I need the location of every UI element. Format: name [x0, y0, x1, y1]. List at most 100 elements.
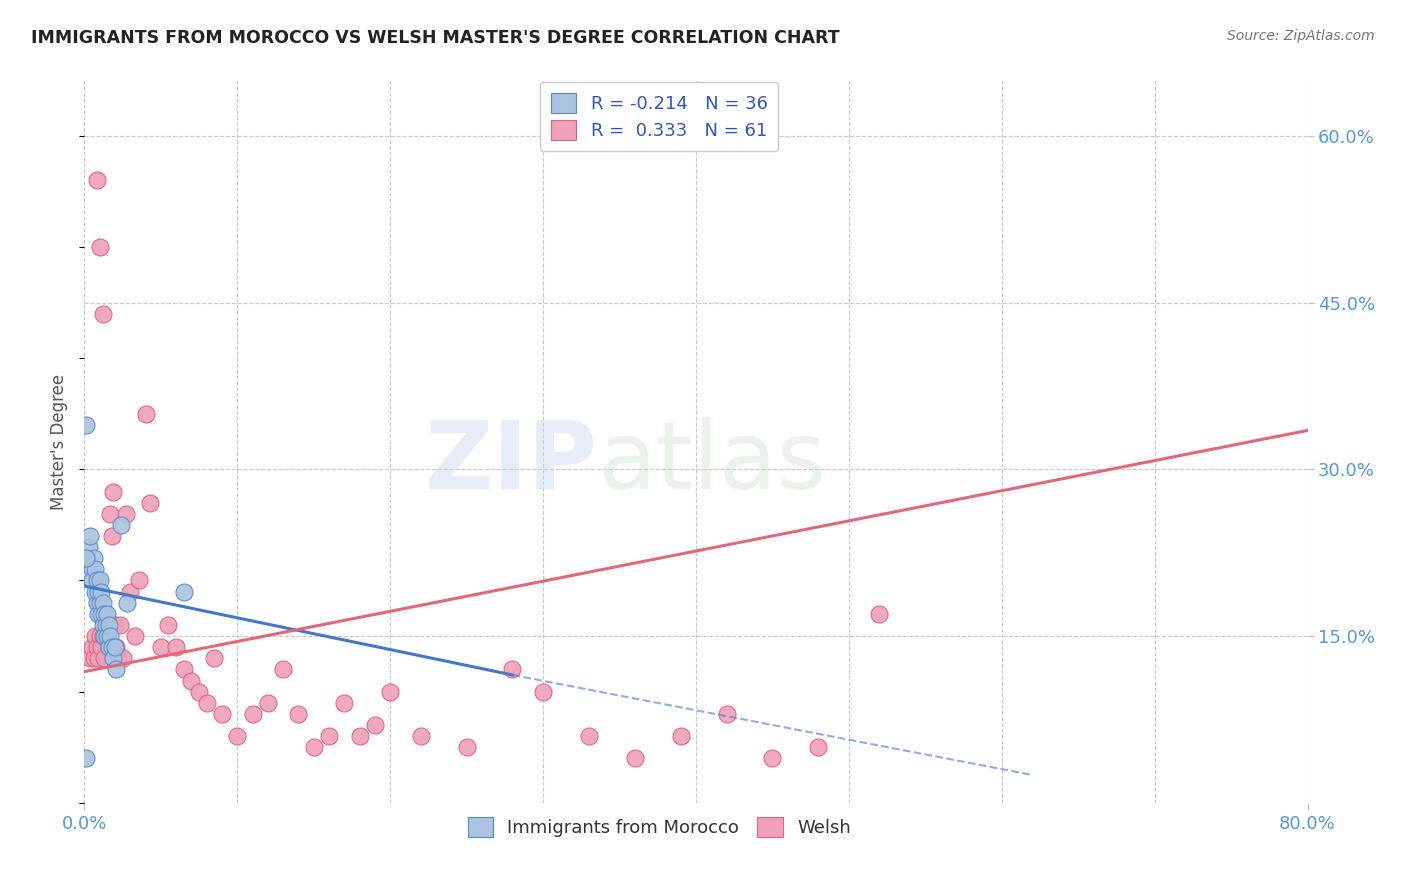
Point [242, 706, 264, 721]
Point [139, 496, 162, 510]
Text: IMMIGRANTS FROM MOROCCO VS WELSH MASTER'S DEGREE CORRELATION CHART: IMMIGRANTS FROM MOROCCO VS WELSH MASTER'… [31, 29, 839, 47]
Point [80, 640, 103, 655]
Point [75, 417, 97, 432]
Point [79, 651, 101, 665]
Point [157, 618, 180, 632]
Point [120, 584, 142, 599]
Point [89, 240, 111, 254]
Point [716, 706, 738, 721]
Point [97, 640, 120, 655]
Point [108, 618, 131, 632]
Point [107, 651, 129, 665]
Text: Source: ZipAtlas.com: Source: ZipAtlas.com [1227, 29, 1375, 44]
Point [114, 507, 136, 521]
Point [869, 607, 891, 621]
Point [86, 596, 108, 610]
Point [98, 507, 121, 521]
Point [75, 551, 97, 566]
Point [502, 662, 524, 676]
Point [89, 574, 111, 588]
Point [257, 696, 280, 710]
Point [149, 640, 172, 655]
Point [318, 729, 340, 743]
Point [94, 629, 117, 643]
Point [165, 640, 187, 655]
Point [180, 673, 202, 688]
Point [89, 596, 111, 610]
Point [104, 618, 127, 632]
Point [409, 729, 432, 743]
Text: ZIP: ZIP [425, 417, 598, 509]
Point [456, 740, 478, 755]
Point [94, 618, 117, 632]
Point [84, 584, 107, 599]
Point [807, 740, 830, 755]
Point [97, 640, 120, 655]
Point [195, 696, 218, 710]
Point [104, 640, 127, 655]
Point [96, 607, 118, 621]
Point [86, 574, 108, 588]
Point [202, 651, 225, 665]
Point [77, 540, 100, 554]
Point [333, 696, 356, 710]
Point [380, 684, 402, 698]
Point [80, 562, 103, 576]
Point [76, 551, 98, 566]
Y-axis label: Master's Degree: Master's Degree [51, 374, 69, 509]
Point [761, 751, 783, 765]
Point [578, 729, 600, 743]
Point [93, 651, 115, 665]
Point [271, 662, 294, 676]
Point [98, 629, 121, 643]
Point [89, 629, 111, 643]
Point [105, 662, 128, 676]
Point [91, 629, 114, 643]
Point [86, 640, 108, 655]
Point [105, 640, 128, 655]
Point [90, 607, 112, 621]
Point [124, 629, 146, 643]
Point [103, 484, 125, 499]
Point [96, 629, 118, 643]
Point [128, 574, 150, 588]
Point [87, 607, 110, 621]
Point [364, 718, 387, 732]
Point [349, 729, 371, 743]
Point [83, 551, 105, 566]
Point [531, 684, 554, 698]
Point [101, 529, 124, 543]
Point [101, 640, 124, 655]
Point [115, 596, 138, 610]
Point [96, 618, 118, 632]
Point [111, 651, 134, 665]
Point [87, 651, 110, 665]
Point [287, 706, 309, 721]
Point [87, 584, 110, 599]
Point [211, 706, 233, 721]
Point [90, 584, 112, 599]
Point [91, 618, 114, 632]
Point [669, 729, 692, 743]
Point [302, 740, 325, 755]
Point [84, 629, 107, 643]
Point [173, 584, 195, 599]
Point [624, 751, 647, 765]
Point [91, 307, 114, 321]
Point [83, 651, 105, 665]
Point [84, 562, 107, 576]
Point [90, 640, 112, 655]
Point [79, 529, 101, 543]
Point [75, 751, 97, 765]
Point [93, 629, 115, 643]
Point [86, 173, 108, 187]
Point [80, 574, 103, 588]
Point [135, 407, 157, 421]
Point [110, 517, 132, 532]
Point [173, 662, 195, 676]
Point [188, 684, 211, 698]
Text: atlas: atlas [598, 417, 827, 509]
Point [91, 596, 114, 610]
Point [226, 729, 249, 743]
Point [93, 607, 115, 621]
